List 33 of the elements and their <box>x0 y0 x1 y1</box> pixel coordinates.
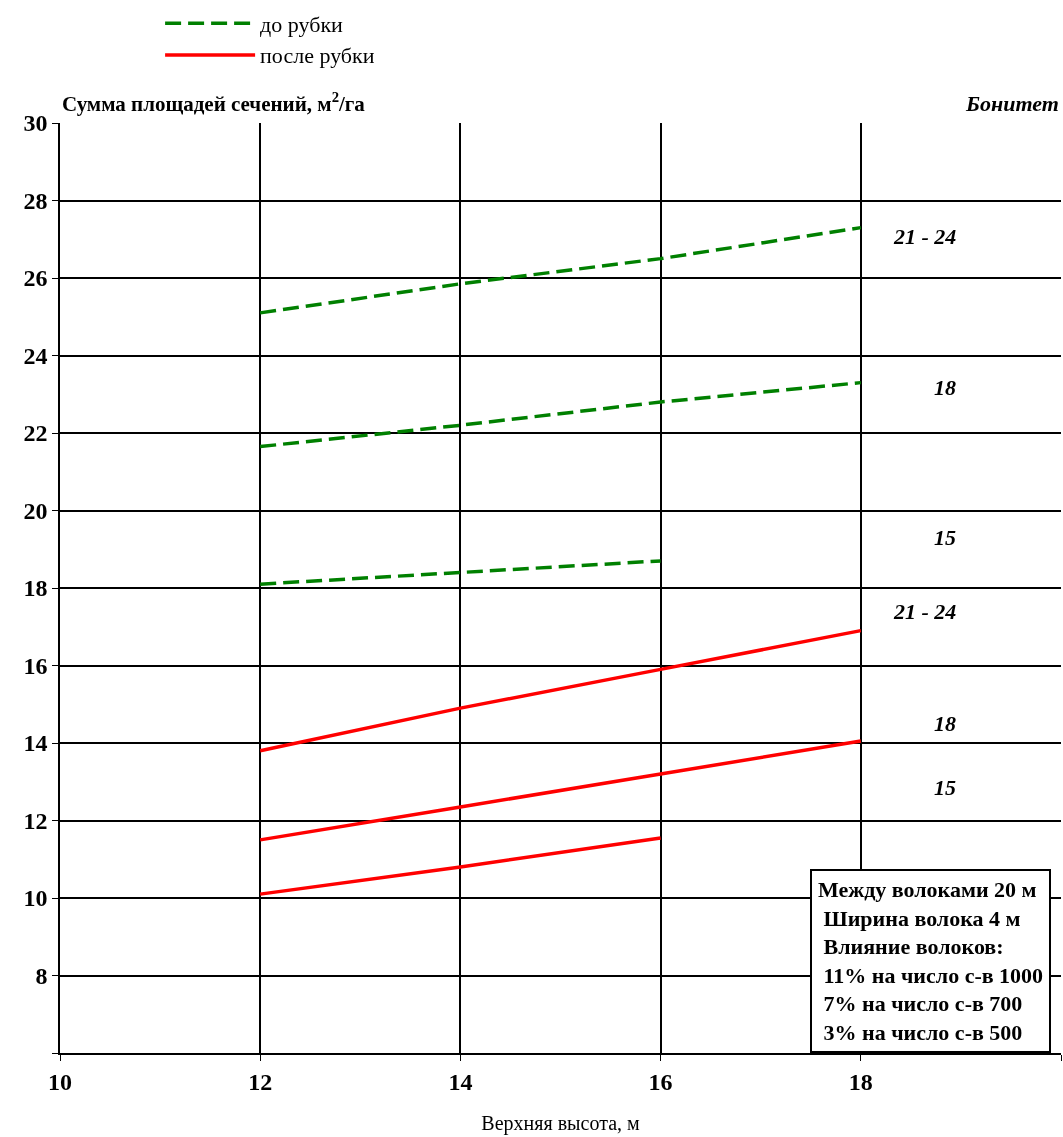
y-tick-label: 22 <box>23 420 48 447</box>
annotation: 21 - 24 <box>893 599 957 624</box>
x-tick-label: 10 <box>48 1068 72 1095</box>
annotation: 18 <box>934 375 956 400</box>
y-tick-label: 30 <box>23 110 48 137</box>
annotation: Между волоками 20 м Ширина волока 4 м Влияние волоков: 11% на число с-в 1000 7% на число с-в 700 3% на число с-в 500 <box>818 877 1044 1045</box>
x-tick-label: 12 <box>248 1068 273 1095</box>
y-tick-label: 20 <box>23 497 48 524</box>
y-tick-label: 26 <box>23 265 48 292</box>
y-tick-label: 8 <box>35 962 48 989</box>
line-series <box>258 225 863 315</box>
y-axis-title: Сумма площадей сечений, м$^{2}$/га <box>62 89 366 116</box>
y-tick-label: 16 <box>23 652 48 679</box>
y-tick-label: 14 <box>23 730 48 757</box>
legend-label: до рубки <box>260 11 344 37</box>
x-axis-title: Верхняя высота, м <box>481 1111 640 1135</box>
x-tick-label: 16 <box>648 1068 673 1095</box>
x-tick-label: 14 <box>448 1068 473 1095</box>
legend-label: после рубки <box>260 43 375 69</box>
annotation: 15 <box>934 525 956 550</box>
annotation: 18 <box>934 711 956 736</box>
y-tick-label: 18 <box>23 575 48 602</box>
y-tick-label: 10 <box>23 885 48 912</box>
annotation: 15 <box>934 775 956 800</box>
x-tick-label: 18 <box>848 1068 873 1095</box>
line-series <box>258 739 863 842</box>
annotation: 21 - 24 <box>893 224 957 249</box>
line-series <box>258 380 863 449</box>
line-series <box>258 628 863 753</box>
y-tick-label: 28 <box>23 187 48 214</box>
y-tick-label: 24 <box>23 342 48 369</box>
y-tick-label: 12 <box>23 807 48 834</box>
text: Бонитет <box>965 91 1059 116</box>
